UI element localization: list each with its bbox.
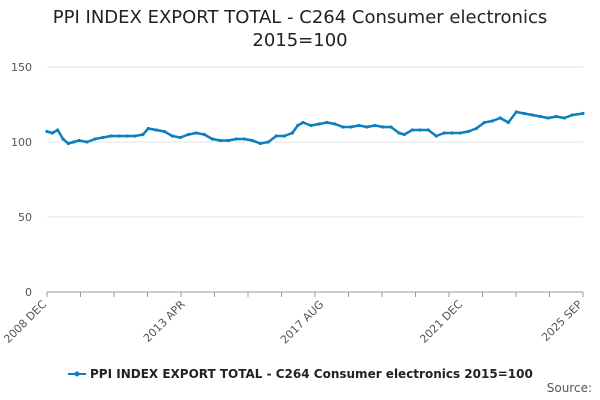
data-point [341,125,345,129]
data-point [301,120,305,125]
data-point [317,122,321,126]
chart-title: PPI INDEX EXPORT TOTAL - C264 Consumer e… [0,6,600,52]
data-point [554,114,558,119]
y-tick-label: 100 [11,136,32,149]
data-point [290,131,294,135]
data-point [146,126,150,131]
data-point [274,134,278,138]
data-point [85,140,89,144]
data-point [258,141,262,146]
x-tick-label: 2008 DEC [1,298,49,346]
x-tick-label: 2017 AUG [278,298,327,347]
x-tick-label: 2013 APR [141,298,188,345]
data-point [202,132,206,137]
data-point [61,137,65,141]
data-point [498,116,502,120]
data-point [349,125,353,129]
x-tick-label: 2021 DEC [417,298,465,346]
data-point [186,132,190,137]
data-point [506,120,510,125]
data-point [333,122,337,126]
data-point [442,131,446,135]
data-point [450,131,454,135]
series-group [45,110,585,146]
data-point [141,132,145,137]
data-point [218,138,222,143]
data-point [365,125,369,129]
data-point [373,123,377,128]
data-point [458,131,462,135]
data-point [133,134,137,138]
data-point [434,134,438,138]
chart-title-line-1: PPI INDEX EXPORT TOTAL - C264 Consumer e… [52,7,548,28]
chart-title-line-2: 2015=100 [252,30,348,51]
legend[interactable]: PPI INDEX EXPORT TOTAL - C264 Consumer e… [68,367,533,381]
data-point [266,140,270,144]
data-point [109,134,113,138]
data-point [250,138,254,143]
data-point [194,131,198,135]
data-point [562,116,566,120]
axes [46,291,584,297]
series-line [46,110,584,145]
data-point [490,119,494,123]
y-tick-label: 50 [18,211,32,224]
x-tick-label: 2025 SEP [539,298,585,344]
y-tick-label: 150 [11,61,32,74]
data-point [514,110,518,114]
x-tick-labels: 2008 DEC 2013 APR 2017 AUG 2021 DEC 2025 SEP [1,298,585,347]
data-point [546,116,550,120]
data-point [530,113,534,117]
data-point [570,113,574,117]
y-tick-label: 0 [25,286,32,299]
data-point [66,141,70,146]
data-point [482,120,486,125]
data-point [357,123,361,128]
data-point [93,137,97,141]
data-point [56,128,60,132]
y-tick-labels: 0 50 100 150 [11,61,32,299]
data-point [381,125,385,129]
data-point [418,128,422,132]
data-point [538,114,542,119]
data-point [226,138,230,143]
data-point [296,123,300,128]
data-point [410,128,414,132]
data-point [50,131,54,135]
data-point [389,125,393,129]
data-point [117,134,121,138]
data-point [309,123,313,128]
data-point [522,111,526,116]
source-label: Source: [546,381,592,395]
data-point [474,126,478,131]
data-point [178,135,182,140]
data-point [101,135,105,140]
data-point [170,134,174,138]
data-point [397,131,401,135]
data-point [282,134,286,138]
data-point [45,129,49,134]
data-point [72,140,76,144]
data-point [162,129,166,134]
data-point [325,120,329,125]
data-point [581,111,585,116]
data-point [210,137,214,141]
data-point [242,137,246,141]
legend-series-label: PPI INDEX EXPORT TOTAL - C264 Consumer e… [90,367,533,381]
data-point [466,129,470,134]
gridlines [47,66,583,218]
data-point [402,132,406,137]
data-point [77,138,81,143]
data-point [426,128,430,132]
data-point [154,128,158,132]
data-point [234,137,238,141]
legend-dot-marker [74,371,80,377]
data-point [125,134,129,138]
